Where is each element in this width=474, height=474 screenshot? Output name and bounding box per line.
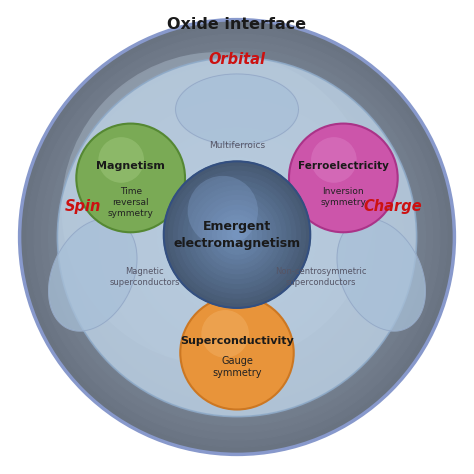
Circle shape <box>143 143 331 331</box>
Circle shape <box>107 107 367 367</box>
Circle shape <box>49 49 425 425</box>
Circle shape <box>164 164 310 310</box>
Polygon shape <box>175 74 299 145</box>
Circle shape <box>157 157 317 317</box>
Circle shape <box>208 208 266 266</box>
Circle shape <box>222 222 252 252</box>
Circle shape <box>201 310 249 358</box>
Circle shape <box>218 215 256 254</box>
Circle shape <box>186 186 288 288</box>
Circle shape <box>208 205 266 264</box>
Circle shape <box>188 176 258 246</box>
Text: Charge: Charge <box>364 199 422 214</box>
Circle shape <box>85 85 389 389</box>
Circle shape <box>193 191 281 279</box>
Circle shape <box>227 225 247 245</box>
Text: Oxide interface: Oxide interface <box>167 17 307 32</box>
Circle shape <box>198 196 276 273</box>
Circle shape <box>180 296 294 410</box>
Text: Non-centrosymmetric
superconductors: Non-centrosymmetric superconductors <box>275 267 367 287</box>
Circle shape <box>56 56 418 418</box>
Polygon shape <box>337 219 425 331</box>
Circle shape <box>164 161 310 308</box>
Circle shape <box>212 210 262 259</box>
Circle shape <box>172 172 302 302</box>
Circle shape <box>232 230 242 239</box>
Text: Ferroelectricity: Ferroelectricity <box>298 161 389 171</box>
Circle shape <box>121 121 353 353</box>
Polygon shape <box>49 219 137 331</box>
Text: Time
reversal
symmetry: Time reversal symmetry <box>108 187 154 218</box>
Circle shape <box>114 114 360 360</box>
Text: Magnetic
superconductors: Magnetic superconductors <box>109 267 180 287</box>
Circle shape <box>311 137 357 183</box>
Text: Magnetism: Magnetism <box>96 161 165 171</box>
Circle shape <box>57 57 417 417</box>
Circle shape <box>289 124 398 232</box>
Circle shape <box>150 150 324 324</box>
Circle shape <box>179 179 295 295</box>
Circle shape <box>76 124 185 232</box>
Text: Superconductivity: Superconductivity <box>180 336 294 346</box>
Circle shape <box>201 201 273 273</box>
Circle shape <box>178 176 296 293</box>
Text: Gauge
symmetry: Gauge symmetry <box>212 356 262 378</box>
Circle shape <box>63 63 411 411</box>
Circle shape <box>100 100 374 374</box>
Circle shape <box>173 171 301 298</box>
Circle shape <box>128 128 346 346</box>
Circle shape <box>183 181 291 288</box>
Text: Inversion
symmetry: Inversion symmetry <box>320 187 366 207</box>
Text: Spin: Spin <box>65 199 101 214</box>
Circle shape <box>27 27 447 447</box>
Circle shape <box>92 92 382 382</box>
Circle shape <box>19 19 455 455</box>
Circle shape <box>203 201 271 269</box>
Text: Multiferroics: Multiferroics <box>209 141 265 150</box>
Text: Orbital: Orbital <box>209 52 265 67</box>
Circle shape <box>99 137 144 183</box>
Circle shape <box>188 186 286 283</box>
Circle shape <box>215 215 259 259</box>
Circle shape <box>41 41 433 433</box>
Circle shape <box>136 136 338 338</box>
Circle shape <box>70 70 404 404</box>
Circle shape <box>34 34 440 440</box>
Circle shape <box>193 193 281 281</box>
Circle shape <box>169 166 305 303</box>
Circle shape <box>78 78 396 396</box>
Circle shape <box>62 52 374 365</box>
Circle shape <box>230 230 244 244</box>
Text: Emergent
electromagnetism: Emergent electromagnetism <box>173 219 301 250</box>
Circle shape <box>222 220 252 249</box>
